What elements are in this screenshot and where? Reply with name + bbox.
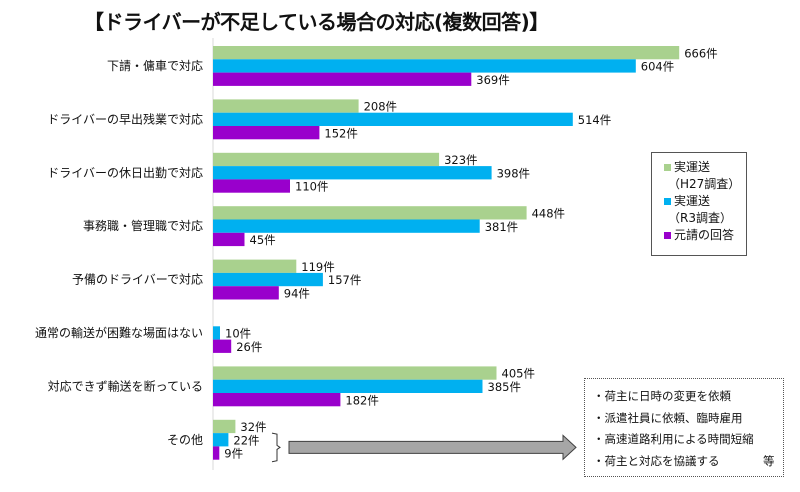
category-label: 予備のドライバーで対応 [72,272,203,287]
data-label: 385件 [488,380,521,394]
data-label: 398件 [497,166,530,180]
bar [213,232,245,247]
legend-item-h27: 実運送 [664,159,742,176]
data-label: 666件 [684,46,717,60]
data-label: 10件 [225,327,251,341]
bar [213,166,492,180]
bar [213,446,220,460]
legend-label-prime: 元請の回答 [674,228,735,242]
bar [213,326,220,340]
bar [213,112,573,126]
bar [213,179,290,193]
bar [213,59,636,73]
data-label: 157件 [328,273,361,287]
legend-item-prime: 元請の回答 [664,227,742,244]
category-label: その他 [167,433,203,447]
bar [213,433,229,447]
bar [213,99,359,113]
bar [213,419,236,434]
legend-sub-h27: （H27調査） [668,177,741,191]
bar [213,72,472,86]
other-detail-4-row: ・荷主と対応を協議する 等 [593,451,783,473]
category-label: ドライバーの早出残業で対応 [47,112,203,126]
legend-sub-r3: （R3調査） [668,211,732,225]
other-detail-2: ・派遣社員に依頼、臨時雇用 [593,410,743,425]
bar [213,272,323,287]
bar [213,126,320,140]
other-detail-1: ・荷主に日時の変更を依頼 [593,389,731,403]
category-label: 通常の輸送が困難な場面はない [35,325,203,340]
legend-swatch-prime [664,232,671,239]
data-label: 208件 [364,100,397,114]
bar [213,339,232,353]
bar [213,366,497,380]
legend-swatch-h27 [664,164,671,171]
category-label: 対応できず輸送を断っている [48,378,203,393]
data-label: 26件 [236,340,262,354]
data-label: 32件 [240,420,266,434]
data-label: 152件 [324,126,357,140]
category-label: 下請・傭車で対応 [107,58,203,73]
bar [213,379,483,393]
data-label: 9件 [224,447,243,461]
other-detail-3: ・高速道路利用による時間短縮 [593,432,754,446]
chart-title: 【ドライバーが不足している場合の対応(複数回答)】 [84,10,549,34]
legend-swatch-r3 [664,198,671,205]
legend: 実運送 （H27調査） 実運送 （R3調査） 元請の回答 [651,152,747,256]
other-detail-suffix: 等 [763,453,775,468]
data-label: 323件 [444,153,477,167]
bar [213,393,341,407]
data-label: 381件 [485,220,518,234]
legend-label-h27: 実運送 [674,160,711,174]
other-detail-4: ・荷主と対応を協議する [593,453,720,468]
bar [213,206,527,220]
data-label: 405件 [502,367,535,381]
data-label: 110件 [295,180,328,194]
legend-label-r3: 実運送 [674,194,711,208]
data-label: 182件 [345,393,378,407]
data-label: 448件 [532,207,565,221]
other-details-box: ・荷主に日時の変更を依頼 ・派遣社員に依頼、臨時雇用 ・高速道路利用による時間短… [584,378,784,477]
bracket [271,432,281,463]
legend-item-r3: 実運送 [664,193,742,210]
bar [213,286,279,300]
data-label: 22件 [233,433,259,447]
category-label: ドライバーの休日出勤で対応 [47,166,203,180]
arrow-icon [288,434,577,461]
data-label: 45件 [250,233,276,247]
bar [213,219,480,233]
bar [213,259,297,273]
bar [213,152,440,167]
data-label: 119件 [301,260,334,274]
data-label: 604件 [641,60,674,74]
bar [213,46,680,60]
data-label: 369件 [476,73,509,87]
data-label: 94件 [284,287,310,301]
category-label: 事務職・管理職で対応 [83,218,203,233]
data-label: 514件 [578,113,611,127]
